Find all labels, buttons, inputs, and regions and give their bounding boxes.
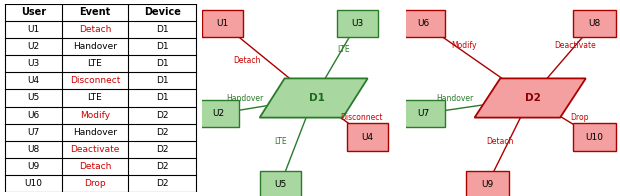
FancyBboxPatch shape [402, 100, 445, 127]
FancyBboxPatch shape [466, 171, 509, 196]
Text: User: User [21, 7, 46, 17]
FancyBboxPatch shape [347, 123, 388, 151]
Text: U10: U10 [24, 179, 42, 188]
FancyBboxPatch shape [260, 171, 301, 196]
Text: Device: Device [144, 7, 180, 17]
Text: Detach: Detach [79, 162, 111, 171]
Text: LTE: LTE [274, 137, 286, 146]
Text: U10: U10 [585, 133, 603, 142]
Text: D2: D2 [156, 128, 169, 137]
Text: Handover: Handover [73, 128, 117, 137]
Text: Deactivate: Deactivate [554, 41, 596, 50]
FancyBboxPatch shape [197, 100, 239, 127]
Text: Drop: Drop [570, 113, 588, 122]
Text: U1: U1 [216, 19, 228, 28]
Text: LTE: LTE [87, 59, 102, 68]
Text: Drop: Drop [84, 179, 105, 188]
Text: U9: U9 [27, 162, 40, 171]
Text: D2: D2 [156, 111, 169, 120]
Text: Disconnect: Disconnect [69, 76, 120, 85]
FancyBboxPatch shape [402, 10, 445, 37]
Text: U2: U2 [212, 109, 224, 118]
Text: D2: D2 [156, 179, 169, 188]
Text: Handover: Handover [436, 93, 474, 103]
Text: U3: U3 [351, 19, 363, 28]
Text: Disconnect: Disconnect [340, 113, 383, 122]
Text: U2: U2 [27, 42, 40, 51]
Text: D2: D2 [525, 93, 541, 103]
Text: Event: Event [79, 7, 110, 17]
Text: D2: D2 [156, 162, 169, 171]
Text: U7: U7 [417, 109, 429, 118]
Text: D1: D1 [156, 25, 169, 34]
Text: D1: D1 [156, 59, 169, 68]
Text: D1: D1 [156, 76, 169, 85]
Text: U3: U3 [27, 59, 40, 68]
FancyBboxPatch shape [573, 10, 616, 37]
Text: LTE: LTE [87, 93, 102, 103]
FancyBboxPatch shape [337, 10, 378, 37]
Text: U4: U4 [361, 133, 374, 142]
Text: D1: D1 [156, 42, 169, 51]
Text: D1: D1 [156, 93, 169, 103]
Text: Detach: Detach [234, 56, 261, 65]
Polygon shape [474, 78, 586, 118]
Text: D1: D1 [309, 93, 325, 103]
Polygon shape [260, 78, 368, 118]
Text: Deactivate: Deactivate [70, 145, 120, 154]
Text: U4: U4 [27, 76, 40, 85]
Text: Modify: Modify [451, 41, 477, 50]
Text: U8: U8 [588, 19, 600, 28]
Text: LTE: LTE [337, 44, 350, 54]
FancyBboxPatch shape [573, 123, 616, 151]
Text: U6: U6 [417, 19, 429, 28]
Text: U5: U5 [274, 180, 286, 189]
Text: Detach: Detach [487, 137, 514, 146]
Text: U6: U6 [27, 111, 40, 120]
Text: Detach: Detach [79, 25, 111, 34]
Text: Modify: Modify [80, 111, 110, 120]
Text: Handover: Handover [73, 42, 117, 51]
Text: U5: U5 [27, 93, 40, 103]
Text: U7: U7 [27, 128, 40, 137]
Text: U9: U9 [481, 180, 494, 189]
Text: D2: D2 [156, 145, 169, 154]
Text: Handover: Handover [226, 93, 264, 103]
FancyBboxPatch shape [202, 10, 243, 37]
Text: U1: U1 [27, 25, 40, 34]
Text: U8: U8 [27, 145, 40, 154]
